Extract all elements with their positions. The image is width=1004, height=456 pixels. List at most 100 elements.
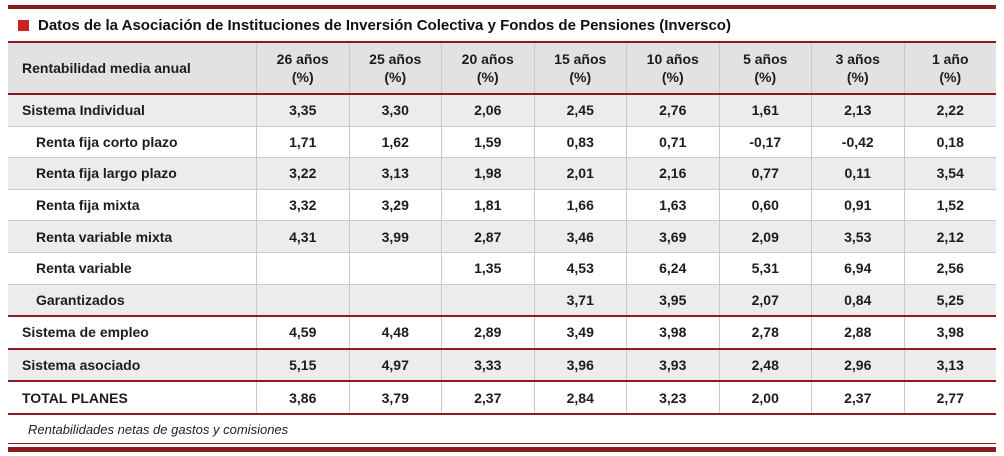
cell-value: 3,35 <box>256 95 349 126</box>
cell-value: 3,13 <box>903 349 997 381</box>
cell-value: 2,37 <box>811 382 904 413</box>
cell-value: 2,06 <box>441 95 534 126</box>
cell-value: 2,96 <box>811 349 904 381</box>
cell-value: 3,53 <box>811 221 904 252</box>
column-header-1y: 1 año (%) <box>903 43 997 93</box>
row-label: Sistema Individual <box>22 102 145 119</box>
row-label: Sistema de empleo <box>22 324 149 341</box>
cell-value: 4,31 <box>256 221 349 252</box>
cell-value: 3,46 <box>533 221 627 252</box>
cell-value: 2,45 <box>533 95 627 126</box>
table-row: Sistema asociado 5,15 4,97 3,33 3,96 3,9… <box>8 347 997 381</box>
table-header-row: Rentabilidad media anual 26 años (%) 25 … <box>8 43 996 95</box>
cell-value: 6,24 <box>626 252 719 284</box>
table-row: Renta fija largo plazo 3,22 3,13 1,98 2,… <box>8 157 996 189</box>
cell-value: 3,99 <box>348 221 442 252</box>
cell-value: 1,71 <box>256 126 349 158</box>
cell-value: -0,42 <box>811 126 904 158</box>
table-row: Renta variable 1,35 4,53 6,24 5,31 6,94 … <box>8 251 996 284</box>
cell-value <box>348 252 442 284</box>
cell-value: 1,35 <box>441 252 534 284</box>
cell-value: 4,48 <box>348 317 442 348</box>
cell-value: 0,83 <box>533 126 627 158</box>
cell-value: 3,95 <box>626 284 719 316</box>
cell-value: 2,48 <box>718 349 812 381</box>
column-header-26y: 26 años (%) <box>256 43 349 93</box>
cell-value: 4,97 <box>348 349 442 381</box>
cell-value: 2,87 <box>441 221 534 252</box>
cell-value: 3,23 <box>626 382 719 413</box>
cell-value: 0,18 <box>903 126 997 158</box>
cell-value: 4,59 <box>256 317 349 348</box>
cell-value: 6,94 <box>811 252 904 284</box>
table-row: Garantizados 3,71 3,95 2,07 0,84 5,25 <box>8 283 997 316</box>
cell-value: 5,31 <box>718 252 812 284</box>
cell-value: 2,37 <box>441 382 534 413</box>
table-row-total: TOTAL PLANES 3,86 3,79 2,37 2,84 3,23 2,… <box>8 380 996 415</box>
cell-value: 5,15 <box>256 349 349 381</box>
cell-value: 2,01 <box>533 158 627 189</box>
cell-value: 1,98 <box>441 158 534 189</box>
cell-value: 4,53 <box>533 252 627 284</box>
bottom-rule <box>8 447 996 452</box>
cell-value: 3,22 <box>256 158 349 189</box>
cell-value: 3,98 <box>903 317 997 348</box>
table-row: Sistema de empleo 4,59 4,48 2,89 3,49 3,… <box>8 315 996 348</box>
cell-value: 1,81 <box>441 189 534 221</box>
cell-value: 1,59 <box>441 126 534 158</box>
cell-value: 3,29 <box>348 189 442 221</box>
title-row: Datos de la Asociación de Instituciones … <box>8 9 996 41</box>
cell-value <box>256 252 349 284</box>
cell-value: 3,71 <box>533 284 627 316</box>
row-label: Renta variable mixta <box>36 228 173 245</box>
cell-value: 2,00 <box>718 382 812 413</box>
cell-value: 2,78 <box>718 317 812 348</box>
cell-value: 2,89 <box>441 317 534 348</box>
red-square-icon <box>18 20 29 31</box>
cell-value: 3,32 <box>256 189 349 221</box>
cell-value: 5,25 <box>903 284 997 316</box>
cell-value: 3,49 <box>533 317 627 348</box>
corner-label: Rentabilidad media anual <box>22 60 191 76</box>
top-rule <box>8 5 996 9</box>
row-label: Sistema asociado <box>22 357 141 374</box>
cell-value: 0,71 <box>626 126 719 158</box>
cell-value: 1,66 <box>533 189 627 221</box>
cell-value: 3,33 <box>441 349 534 381</box>
cell-value: 2,77 <box>903 382 997 413</box>
cell-value <box>348 284 442 316</box>
cell-value: 2,09 <box>718 221 812 252</box>
cell-value: 2,76 <box>626 95 719 126</box>
page-title: Datos de la Asociación de Instituciones … <box>38 17 731 34</box>
cell-value: 3,79 <box>348 382 442 413</box>
cell-value: 3,98 <box>626 317 719 348</box>
cell-value: -0,17 <box>718 126 812 158</box>
column-header-10y: 10 años (%) <box>626 43 719 93</box>
cell-value <box>256 284 349 316</box>
column-header-5y: 5 años (%) <box>718 43 812 93</box>
bottom-thin-rule <box>8 443 996 444</box>
row-label: Renta fija largo plazo <box>36 165 177 182</box>
cell-value: 2,22 <box>903 95 997 126</box>
cell-value: 1,62 <box>348 126 442 158</box>
footnote: Rentabilidades netas de gastos y comisio… <box>28 422 289 437</box>
cell-value: 3,30 <box>348 95 442 126</box>
column-header-25y: 25 años (%) <box>348 43 442 93</box>
cell-value: 0,77 <box>718 158 812 189</box>
cell-value: 0,91 <box>811 189 904 221</box>
cell-value: 1,63 <box>626 189 719 221</box>
cell-value: 3,13 <box>348 158 442 189</box>
row-label: Garantizados <box>36 291 125 308</box>
column-header-3y: 3 años (%) <box>811 43 904 93</box>
cell-value: 3,96 <box>533 349 627 381</box>
cell-value: 2,12 <box>903 221 997 252</box>
column-header-20y: 20 años (%) <box>441 43 534 93</box>
column-header-15y: 15 años (%) <box>533 43 627 93</box>
cell-value: 3,54 <box>903 158 997 189</box>
cell-value: 0,11 <box>811 158 904 189</box>
cell-value: 3,86 <box>256 382 349 413</box>
cell-value <box>441 284 534 316</box>
row-label: Renta fija mixta <box>36 197 140 214</box>
cell-value: 2,13 <box>811 95 904 126</box>
